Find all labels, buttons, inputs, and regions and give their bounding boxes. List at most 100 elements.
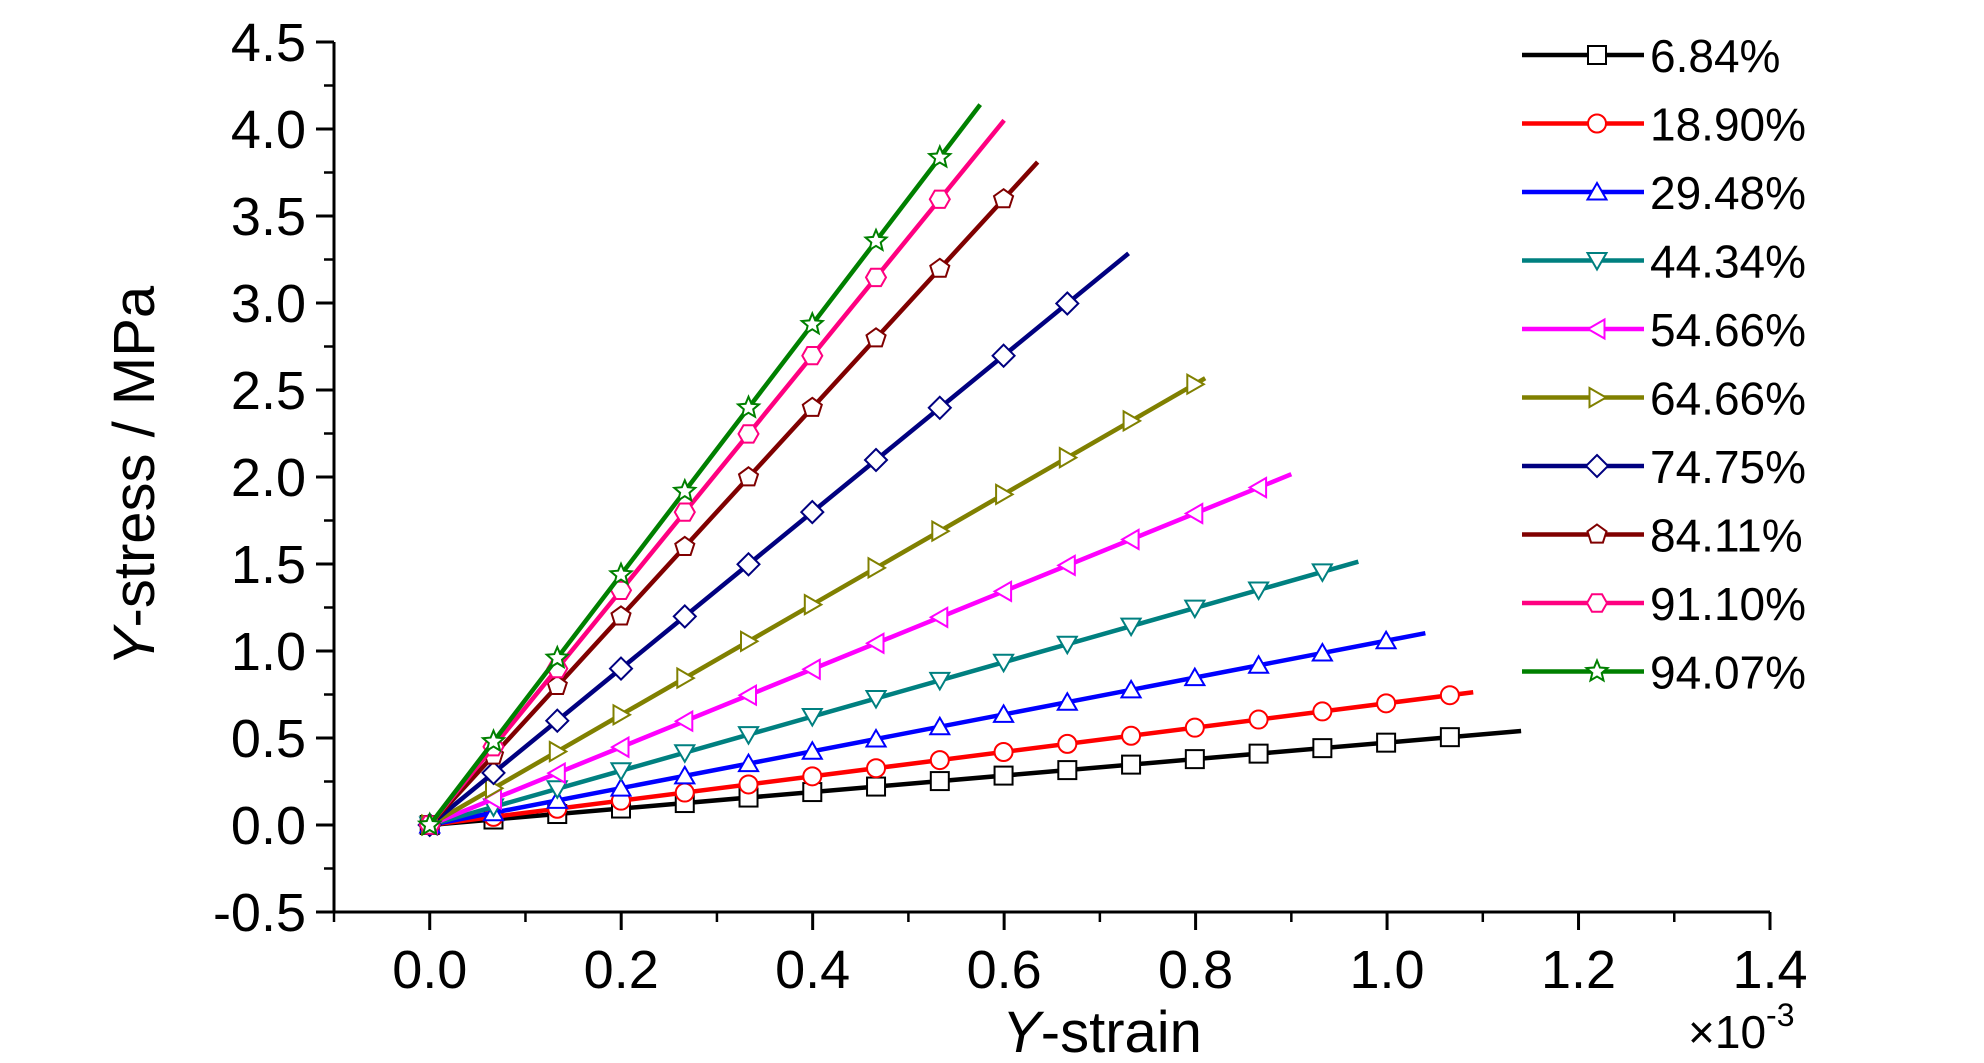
x-tick-label: 1.0 [1350,940,1425,1000]
y-tick-label: 2.0 [231,448,306,508]
data-point [929,750,950,771]
data-point [1184,717,1205,738]
data-point [1311,563,1334,583]
data-point [1184,749,1205,770]
data-point [544,644,571,670]
data-point [801,740,824,760]
data-point [1247,654,1270,674]
data-point [673,502,696,522]
legend-item: 18.90% [1522,99,1806,151]
data-point [991,343,1017,369]
data-point [737,424,760,444]
axes: 0.0 0.2 0.4 0.6 0.8 1.0 1.2 1.4 -0.5 0.0 0.5 1.0 1.5… [213,13,1808,1000]
legend-label: 44.34% [1650,236,1806,288]
y-tick-label: 1.5 [231,535,306,595]
data-point [674,782,695,803]
data-point [735,394,762,419]
y-tick-label: 3.5 [231,187,306,247]
data-point [609,777,633,797]
data-point [1248,709,1269,730]
legend-item: 84.11% [1522,510,1803,562]
legend-marker [1585,252,1609,272]
data-point [673,709,694,733]
data-point [737,466,760,487]
data-point [1120,528,1140,551]
series-line [428,251,1131,827]
legend-label: 74.75% [1650,441,1806,493]
x-axis-title-italic: Y [1002,1000,1045,1063]
legend-label: 6.84% [1650,30,1780,82]
legend-label: 94.07% [1650,647,1806,699]
y-axis-title-italic: Y [102,623,167,666]
series-line [429,690,1474,828]
data-point [610,605,632,626]
data-point [1439,685,1460,706]
data-point [1183,666,1207,687]
data-point [676,666,696,690]
data-point [929,257,951,278]
y-tick-label: 3.0 [231,274,306,334]
data-point [738,774,759,795]
data-point [864,728,888,748]
data-point [928,189,951,209]
data-point [866,758,887,779]
legend-item: 54.66% [1522,304,1806,356]
legend-marker [1586,523,1608,544]
data-point [995,483,1015,506]
data-point [927,395,953,421]
data-point [1054,291,1080,316]
data-point [801,346,824,366]
series-line [428,472,1293,828]
data-point [992,653,1015,674]
data-point [928,715,952,736]
data-point [674,535,696,556]
series-18.90% [419,685,1474,835]
data-point [481,760,506,786]
data-point [928,671,952,692]
data-point [863,227,889,252]
legend-marker [1583,657,1611,683]
y-tick-label: 0.0 [231,796,306,856]
legend-marker [1585,180,1609,201]
data-point [737,752,760,773]
data-point [799,310,826,336]
data-point [1311,642,1334,662]
x-tick-label: 1.2 [1541,940,1616,1000]
data-point [926,143,953,169]
data-point [1247,581,1270,602]
data-point [1183,599,1207,620]
legend-marker [1587,113,1607,134]
data-point [608,656,634,682]
x-tick-label: 1.4 [1732,940,1807,1000]
data-point [1248,743,1269,764]
data-point [609,762,633,782]
data-point [671,477,698,503]
data-point [928,606,949,629]
data-point [1312,738,1333,759]
plot-area [416,103,1522,838]
data-point [929,771,950,792]
data-point [1121,754,1142,775]
data-point [993,741,1014,762]
data-point [801,396,823,417]
legend-label: 54.66% [1650,304,1806,356]
legend: 6.84% 18.90% 29.48% 44.34% 54.66% 64.66% 74.75… [1522,30,1806,699]
data-point [863,447,889,473]
series-64.66% [421,372,1207,837]
data-point [931,519,951,543]
legend-item: 64.66% [1522,373,1806,425]
series-94.07% [416,103,982,836]
data-point [799,499,825,525]
legend-marker [1585,593,1609,613]
x-multiplier-base: ×10 [1688,1006,1766,1058]
data-point [803,593,824,616]
legend-item: 6.84% [1522,30,1780,82]
data-point [992,187,1015,209]
data-point [737,683,757,707]
data-point [993,765,1014,786]
data-point [992,703,1015,723]
axis-titles: Y-strain Y-stress / MPa ×10-3 [102,285,1794,1063]
x-axis-title-rest: -strain [1041,1000,1202,1063]
